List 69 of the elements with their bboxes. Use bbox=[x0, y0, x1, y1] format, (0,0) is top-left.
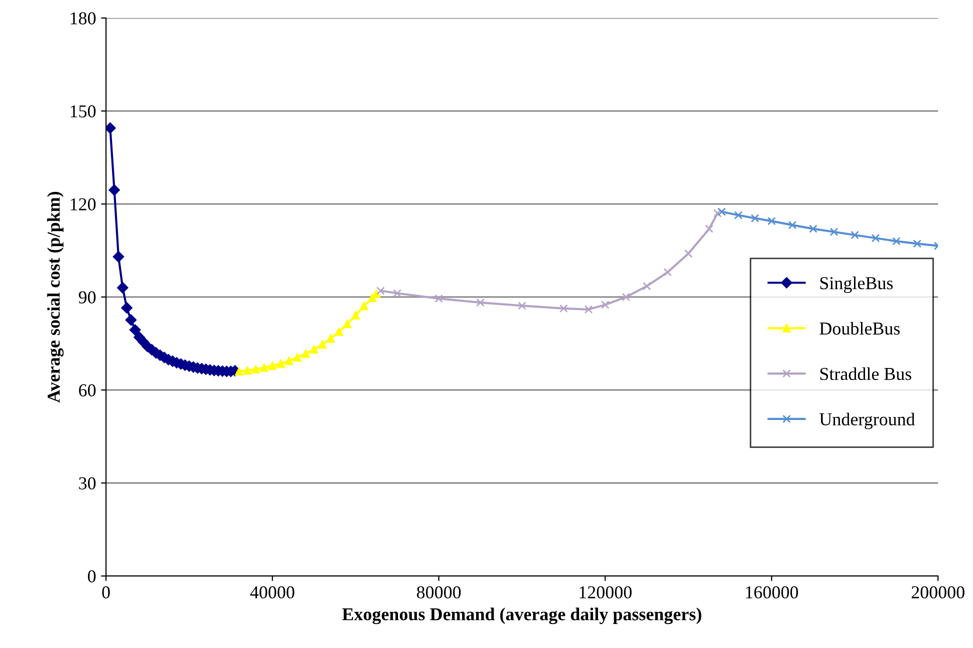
x-tick-label: 80000 bbox=[416, 586, 461, 598]
point bbox=[376, 286, 385, 295]
y-tick-label: 90 bbox=[78, 291, 96, 304]
point bbox=[705, 224, 714, 233]
point bbox=[125, 314, 137, 326]
point bbox=[393, 289, 402, 298]
point bbox=[830, 228, 838, 236]
point bbox=[268, 362, 277, 370]
x-tick-label: 40000 bbox=[250, 586, 294, 598]
point bbox=[293, 353, 302, 362]
point bbox=[276, 359, 285, 368]
point bbox=[284, 356, 294, 366]
point bbox=[334, 328, 344, 336]
point bbox=[734, 210, 742, 220]
point bbox=[372, 290, 381, 298]
y-axis-title: Average social cost (p/pkm) bbox=[47, 192, 64, 403]
point bbox=[234, 367, 244, 376]
point bbox=[434, 294, 443, 303]
point bbox=[252, 365, 260, 374]
x-axis-title: Exogenous Demand (average daily passengers) bbox=[342, 608, 702, 624]
point bbox=[767, 216, 776, 226]
x-tick-label: 160000 bbox=[746, 586, 798, 598]
y-tick-label: 60 bbox=[79, 384, 96, 396]
point bbox=[622, 292, 630, 302]
point bbox=[243, 366, 252, 375]
y-tick-label: 180 bbox=[70, 12, 96, 24]
legend-label: Underground bbox=[820, 412, 915, 430]
point bbox=[121, 302, 132, 314]
point bbox=[892, 237, 901, 246]
point bbox=[913, 240, 922, 248]
point bbox=[788, 220, 797, 230]
legend-label: Straddle Bus bbox=[820, 367, 912, 380]
x-tick-label: 120000 bbox=[580, 586, 632, 598]
legend-label: SingleBus bbox=[820, 276, 893, 293]
point bbox=[663, 268, 672, 276]
y-tick-label: 120 bbox=[70, 198, 96, 210]
point bbox=[360, 302, 368, 310]
point bbox=[642, 282, 651, 290]
point bbox=[684, 249, 693, 258]
point bbox=[476, 298, 485, 307]
point bbox=[106, 122, 116, 134]
x-tick-label: 200000 bbox=[912, 586, 964, 598]
point bbox=[351, 311, 360, 320]
y-tick-label: 150 bbox=[70, 105, 96, 118]
y-tick-label: 30 bbox=[79, 477, 96, 490]
point bbox=[518, 302, 526, 310]
point bbox=[850, 230, 859, 240]
legend-label: DoubleBus bbox=[820, 322, 900, 335]
point bbox=[326, 334, 335, 343]
point bbox=[750, 214, 760, 222]
point bbox=[260, 364, 268, 372]
y-tick-label: 0 bbox=[88, 570, 96, 582]
point bbox=[343, 320, 352, 328]
x-tick-label: 0 bbox=[102, 586, 110, 598]
point bbox=[584, 305, 593, 314]
point bbox=[871, 234, 880, 242]
point bbox=[112, 251, 124, 262]
point bbox=[809, 224, 818, 233]
point bbox=[310, 345, 318, 354]
point bbox=[108, 184, 120, 196]
point bbox=[130, 324, 141, 336]
point bbox=[601, 300, 610, 309]
point bbox=[718, 208, 726, 216]
point bbox=[559, 304, 568, 313]
point bbox=[368, 294, 376, 302]
point bbox=[318, 340, 326, 349]
point bbox=[713, 209, 722, 218]
point bbox=[117, 282, 128, 294]
point bbox=[302, 350, 310, 358]
